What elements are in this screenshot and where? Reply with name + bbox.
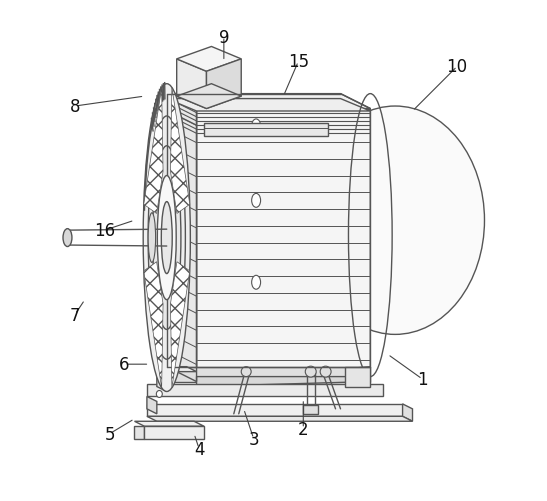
- Ellipse shape: [148, 213, 155, 263]
- Polygon shape: [177, 60, 206, 109]
- Text: 3: 3: [248, 430, 259, 448]
- Ellipse shape: [153, 146, 181, 330]
- Text: 10: 10: [446, 58, 468, 76]
- Polygon shape: [177, 48, 241, 72]
- Text: 16: 16: [94, 222, 115, 239]
- Ellipse shape: [148, 117, 185, 360]
- Polygon shape: [147, 404, 403, 416]
- Polygon shape: [147, 384, 383, 397]
- Ellipse shape: [252, 276, 260, 290]
- Ellipse shape: [306, 107, 485, 335]
- Polygon shape: [196, 377, 370, 387]
- Polygon shape: [206, 60, 241, 109]
- Ellipse shape: [156, 391, 162, 398]
- Text: 15: 15: [288, 53, 309, 71]
- Polygon shape: [171, 88, 190, 214]
- Polygon shape: [144, 262, 163, 388]
- Polygon shape: [403, 404, 412, 421]
- Polygon shape: [171, 262, 190, 388]
- Text: 6: 6: [119, 356, 130, 373]
- Polygon shape: [204, 124, 328, 137]
- Polygon shape: [167, 94, 370, 109]
- Text: 8: 8: [69, 98, 80, 116]
- Polygon shape: [196, 109, 370, 382]
- Polygon shape: [167, 94, 196, 382]
- Ellipse shape: [161, 202, 172, 274]
- Polygon shape: [303, 405, 318, 414]
- Ellipse shape: [143, 85, 190, 392]
- Polygon shape: [167, 99, 370, 112]
- Polygon shape: [157, 367, 196, 372]
- Polygon shape: [157, 367, 167, 392]
- Polygon shape: [177, 85, 241, 109]
- Polygon shape: [346, 367, 370, 387]
- Polygon shape: [147, 397, 157, 414]
- Ellipse shape: [252, 120, 260, 134]
- Ellipse shape: [158, 176, 176, 300]
- Ellipse shape: [63, 229, 72, 247]
- Polygon shape: [144, 426, 204, 439]
- Polygon shape: [135, 421, 204, 426]
- Polygon shape: [135, 426, 144, 439]
- Ellipse shape: [252, 194, 260, 208]
- Polygon shape: [167, 367, 370, 382]
- Ellipse shape: [241, 367, 251, 377]
- Text: 4: 4: [194, 440, 204, 458]
- Text: 2: 2: [298, 420, 309, 438]
- Text: 9: 9: [219, 29, 229, 47]
- Ellipse shape: [320, 366, 331, 377]
- Text: 7: 7: [69, 306, 80, 324]
- Text: 5: 5: [104, 425, 115, 443]
- Polygon shape: [147, 416, 412, 421]
- Polygon shape: [144, 88, 163, 214]
- Ellipse shape: [305, 366, 316, 377]
- Text: 1: 1: [417, 370, 428, 388]
